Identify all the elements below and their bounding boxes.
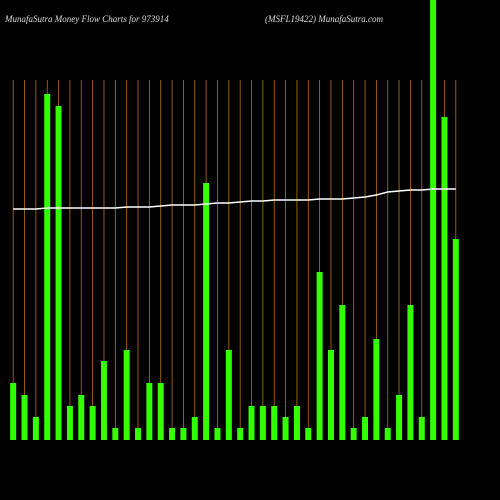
bar [55, 106, 62, 440]
bar [180, 428, 187, 440]
bar [373, 339, 380, 440]
bar [350, 428, 357, 440]
bar [430, 0, 437, 440]
bar [441, 117, 448, 440]
bar [21, 395, 28, 440]
bar [259, 406, 266, 440]
bar [339, 305, 346, 440]
bar [203, 183, 210, 440]
bar [191, 417, 198, 440]
chart-subtitle: (MSFL19422) MunafaSutra.com [265, 14, 383, 24]
bar [123, 350, 130, 440]
bar [89, 406, 96, 440]
bar [384, 428, 391, 440]
bar [237, 428, 244, 440]
bar [271, 406, 278, 440]
bar [282, 417, 289, 440]
bar [293, 406, 300, 440]
bar [305, 428, 312, 440]
bar [146, 383, 153, 440]
bar [407, 305, 414, 440]
bar [248, 406, 255, 440]
bar [396, 395, 403, 440]
bar [362, 417, 369, 440]
bar [214, 428, 221, 440]
chart-title: MunafaSutra Money Flow Charts for 973914 [4, 14, 169, 24]
bar [157, 383, 164, 440]
bar [169, 428, 176, 440]
bar [327, 350, 334, 440]
bar [32, 417, 39, 440]
bar [10, 383, 17, 440]
bar [225, 350, 232, 440]
bar [112, 428, 119, 440]
bar [316, 272, 323, 440]
bar [78, 395, 85, 440]
bar [135, 428, 142, 440]
bar [100, 361, 107, 440]
bar [66, 406, 73, 440]
bar [44, 94, 51, 440]
bar [418, 417, 425, 440]
bar [452, 239, 459, 440]
line [13, 188, 456, 210]
